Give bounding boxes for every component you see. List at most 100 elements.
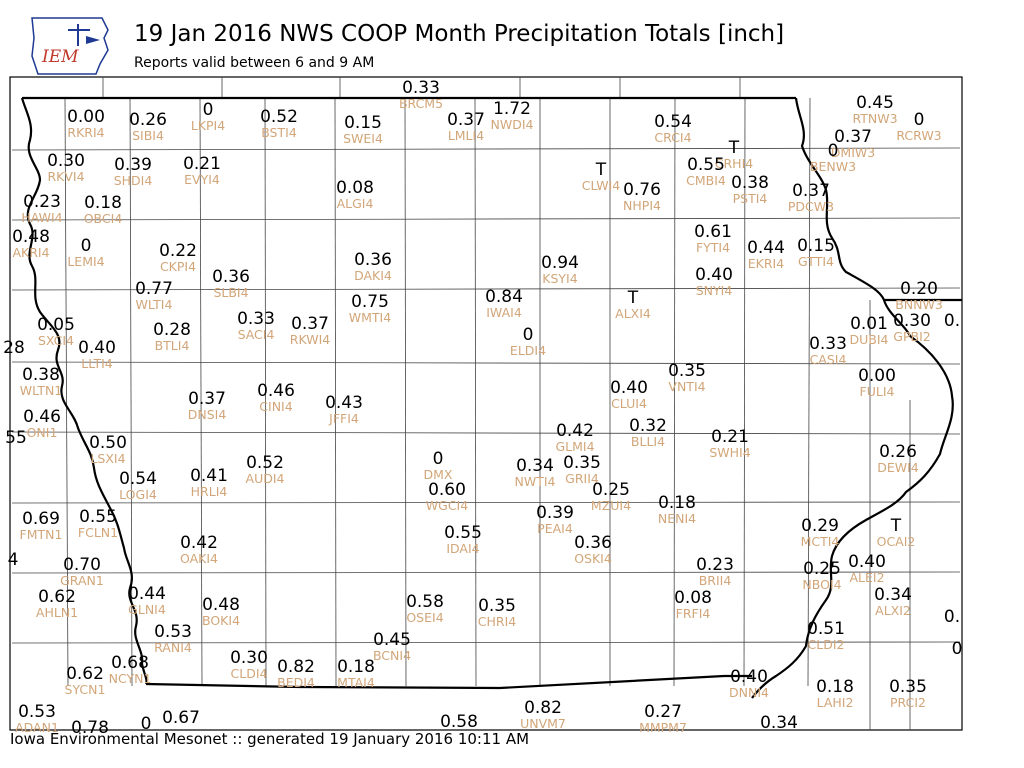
station-id: FYTI4 — [696, 240, 730, 255]
station-value: 0.55 — [79, 507, 117, 527]
station-value: T — [627, 288, 639, 308]
station-id: FRFI4 — [676, 606, 711, 621]
station-id: BCNI4 — [373, 648, 411, 663]
station-value: 0.15 — [797, 236, 835, 256]
station-value: 0.36 — [574, 533, 612, 553]
station-id: BLLI4 — [631, 434, 665, 449]
station-id: WGCI4 — [426, 498, 468, 513]
station-id: LLTI4 — [81, 356, 113, 371]
station-id: CHRI4 — [478, 614, 516, 629]
station-value: 0.08 — [336, 178, 374, 198]
station-value: 0.44 — [128, 584, 166, 604]
station-value: 0.29 — [801, 516, 839, 536]
station-id: BNNW3 — [895, 297, 943, 312]
station-value: 0.76 — [623, 180, 661, 200]
station-value: 0.61 — [694, 222, 732, 242]
station-id: SYCN1 — [65, 682, 106, 697]
station-id: AUDI4 — [246, 471, 285, 486]
edge-value: 0.58 — [440, 712, 478, 732]
station-value: 0.55 — [687, 155, 725, 175]
station-id: SWEI4 — [343, 131, 383, 146]
station-id: SIBI4 — [132, 128, 164, 143]
station-id: PDCW3 — [788, 199, 834, 214]
county-line — [474, 97, 477, 687]
station-value: 0.00 — [67, 107, 105, 127]
station-id: GRII4 — [565, 471, 599, 486]
station-value: 0.30 — [893, 311, 931, 331]
station-value: 0.37 — [447, 110, 485, 130]
station-id: NBOI4 — [802, 577, 841, 592]
station-id: RKVI4 — [47, 169, 84, 184]
station-id: EKRI4 — [748, 256, 784, 271]
station-value: 0.52 — [246, 453, 284, 473]
county-line — [264, 97, 267, 687]
edge-value: 28 — [3, 338, 25, 358]
station-id: WMTI4 — [349, 310, 391, 325]
station-id: CMBI4 — [686, 173, 726, 188]
station-value: 0.37 — [834, 127, 872, 147]
station-id: MCTI4 — [801, 534, 840, 549]
map-border — [9, 76, 963, 731]
edge-value: 0. — [944, 311, 960, 331]
station-id: KSYI4 — [542, 271, 577, 286]
station-id: CASI4 — [810, 352, 847, 367]
iowa-west-river-border — [20, 97, 148, 685]
station-id: CLDI4 — [231, 666, 268, 681]
station-id: NWTI4 — [515, 474, 556, 489]
station-value: 0.26 — [879, 442, 917, 462]
station-value: 0.62 — [38, 587, 76, 607]
station-id: RCRW3 — [896, 128, 941, 143]
station-value: 0.75 — [351, 292, 389, 312]
map-frame — [9, 76, 963, 731]
station-id: NCYN1 — [109, 671, 152, 686]
station-value: 0.35 — [889, 677, 927, 697]
station-value: 0.25 — [803, 559, 841, 579]
station-id: ALGI4 — [337, 196, 374, 211]
station-id: WLTI4 — [136, 297, 173, 312]
station-value: 0.27 — [644, 702, 682, 722]
county-line — [129, 97, 133, 687]
station-id: DMX — [424, 467, 453, 482]
station-id: BTLI4 — [155, 338, 190, 353]
station-value: 0.94 — [541, 253, 579, 273]
station-id: DUBI4 — [850, 332, 889, 347]
station-value: 0.43 — [325, 393, 363, 413]
station-value: 0.58 — [406, 592, 444, 612]
station-id: NWDI4 — [491, 117, 534, 132]
county-line — [64, 97, 69, 687]
